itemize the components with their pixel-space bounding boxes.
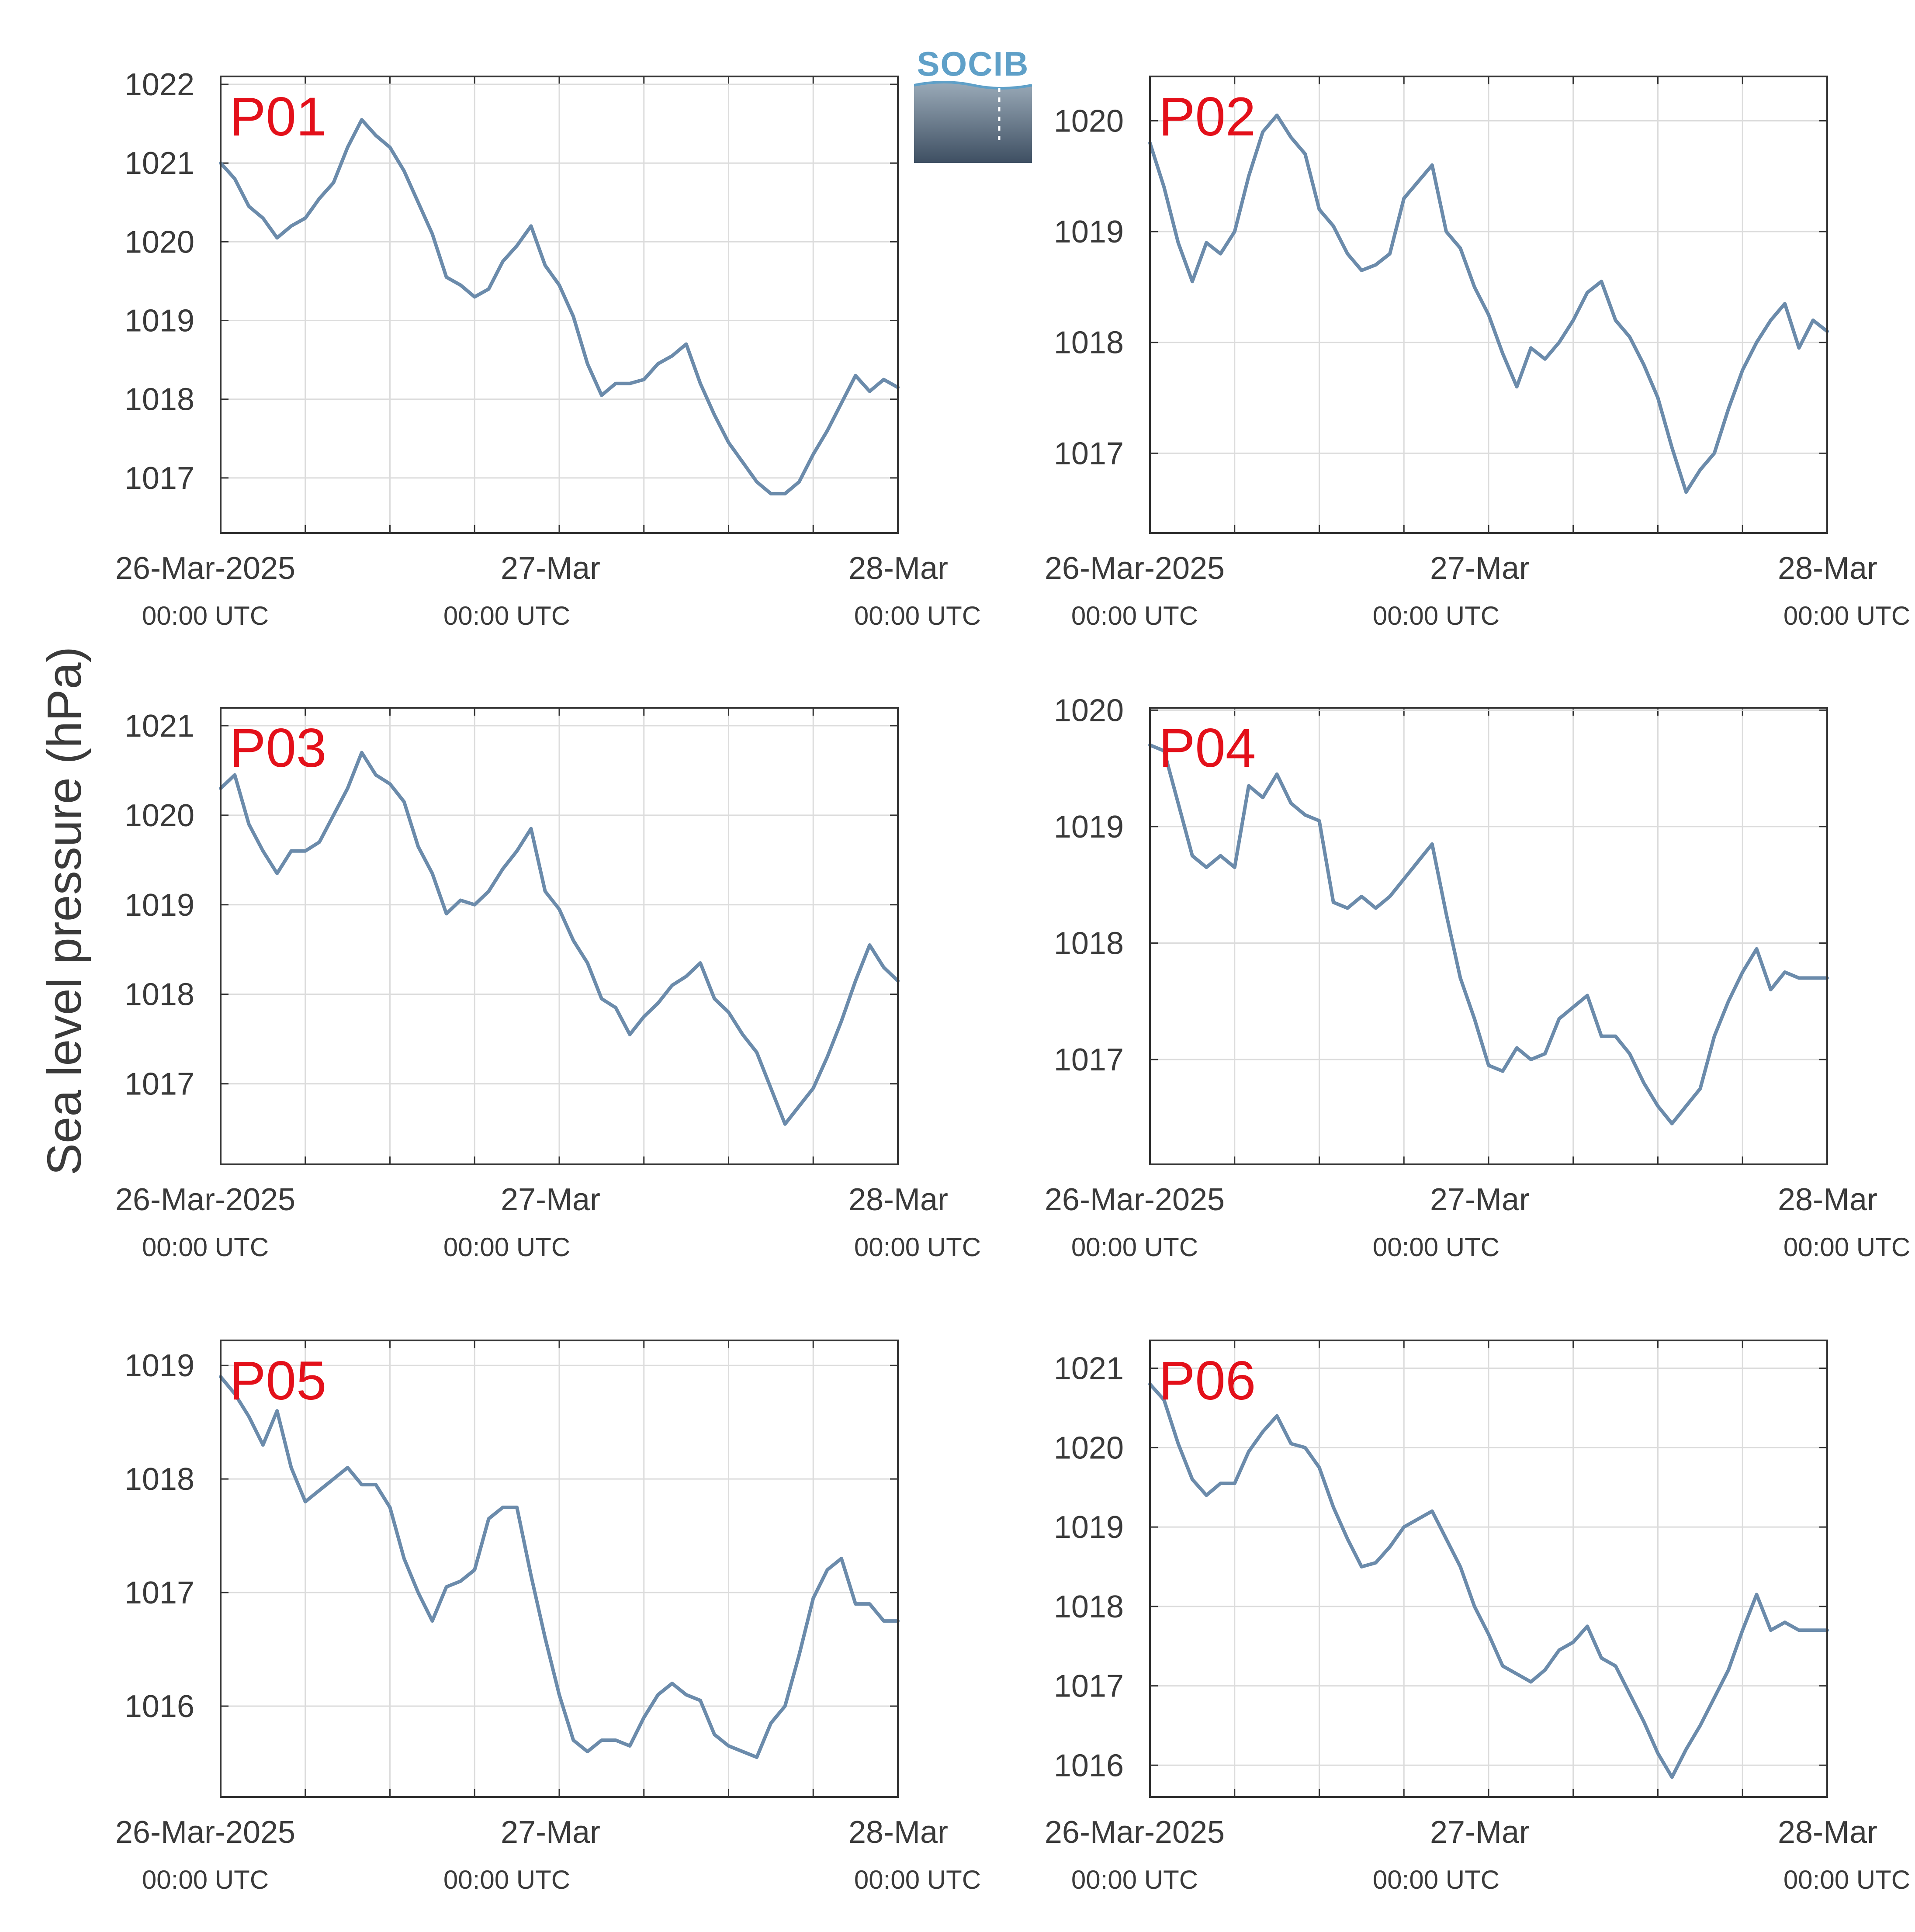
y-tick-label: 1018 [125,1462,194,1497]
y-tick-label: 1019 [1054,810,1124,845]
y-tick-label: 1019 [1054,1510,1124,1545]
x-tick-sublabel: 00:00 UTC [1373,1865,1499,1894]
pressure-series-line [1148,743,1829,1125]
chart-panel-p03: 1017 1018 1019 1020 1021 P03 26-Mar-2025 00:00 … [115,707,981,1262]
y-tick-label: 1018 [1054,926,1124,961]
axes-frame [1149,1340,1828,1798]
y-tick-label: 1017 [125,1575,194,1610]
x-tick-label: 27-Mar [501,551,600,586]
chart-panel-p06: 1016 1017 1018 1019 1020 1021 P06 26-Mar-2025 00… [1045,1340,1910,1894]
chart-panel-p02: 1017 1018 1019 1020 P02 26-Mar-2025 00:00 UTC 2… [1045,76,1910,630]
y-tick-label: 1017 [125,461,194,496]
x-tick-sublabel: 00:00 UTC [142,1865,269,1894]
y-tick-label: 1020 [1054,104,1124,138]
y-tick-label: 1019 [1054,215,1124,249]
axes-frame [220,1340,899,1798]
x-tick-sublabel: 00:00 UTC [443,601,570,630]
x-tick-label: 27-Mar [1430,1182,1530,1217]
y-axis-label: Sea level pressure (hPa) [38,647,91,1176]
x-tick-label: 26-Mar-2025 [1045,1815,1225,1850]
axes-frame [220,707,899,1165]
axes-frame [1149,76,1828,534]
panel-label: P06 [1159,1350,1256,1411]
y-tick-label: 1017 [1054,1669,1124,1704]
y-tick-label: 1017 [1054,1042,1124,1077]
x-tick-label: 28-Mar [848,1815,948,1850]
y-tick-label: 1021 [125,709,194,744]
x-tick-sublabel: 00:00 UTC [1373,601,1499,630]
chart-panel-p05: 1016 1017 1018 1019 P05 26-Mar-2025 00:00 UTC 2… [115,1340,981,1894]
y-tick-label: 1019 [125,304,194,339]
panel-label: P03 [229,718,326,779]
x-tick-sublabel: 00:00 UTC [1373,1233,1499,1262]
panel-label: P02 [1159,87,1256,147]
x-tick-sublabel: 00:00 UTC [854,1233,981,1262]
pressure-series-line [219,1375,900,1759]
x-tick-label: 26-Mar-2025 [1045,551,1225,586]
x-tick-sublabel: 00:00 UTC [854,1865,981,1894]
x-tick-label: 27-Mar [1430,551,1530,586]
x-tick-label: 26-Mar-2025 [1045,1182,1225,1217]
chart-panel-p04: 1017 1018 1019 1020 P04 26-Mar-2025 00:00 UTC 2… [1045,693,1910,1262]
x-tick-label: 28-Mar [1778,1182,1877,1217]
y-tick-label: 1017 [1054,436,1124,471]
y-tick-label: 1016 [125,1689,194,1724]
socib-logo: SOCIB [914,45,1032,163]
x-tick-sublabel: 00:00 UTC [443,1865,570,1894]
x-tick-label: 28-Mar [848,551,948,586]
x-tick-label: 28-Mar [1778,1815,1877,1850]
chart-panel-p01: 1017 1018 1019 1020 1021 1022 P01 26-Mar-2025 00… [115,67,981,630]
y-tick-label: 1018 [125,382,194,417]
y-tick-label: 1020 [1054,693,1124,728]
pressure-series-line [219,751,900,1126]
pressure-series-line [219,118,900,495]
y-tick-label: 1019 [125,888,194,923]
y-tick-label: 1018 [1054,325,1124,360]
x-tick-sublabel: 00:00 UTC [142,601,269,630]
y-tick-label: 1021 [125,146,194,181]
x-tick-sublabel: 00:00 UTC [1783,1233,1910,1262]
y-tick-label: 1019 [125,1348,194,1383]
x-tick-label: 28-Mar [1778,551,1877,586]
axes-frame [220,76,899,534]
x-tick-sublabel: 00:00 UTC [142,1233,269,1262]
x-tick-label: 26-Mar-2025 [115,1815,295,1850]
panel-label: P04 [1159,718,1256,779]
x-tick-sublabel: 00:00 UTC [1783,601,1910,630]
axes-frame [1149,707,1828,1165]
x-tick-label: 26-Mar-2025 [115,1182,295,1217]
y-tick-label: 1018 [125,977,194,1012]
y-tick-label: 1022 [125,67,194,102]
panel-label: P05 [229,1350,326,1411]
x-tick-sublabel: 00:00 UTC [1071,601,1198,630]
x-tick-sublabel: 00:00 UTC [854,601,981,630]
y-tick-label: 1016 [1054,1748,1124,1783]
x-tick-label: 28-Mar [848,1182,948,1217]
y-tick-label: 1021 [1054,1351,1124,1386]
panel-label: P01 [229,87,326,147]
x-tick-label: 27-Mar [1430,1815,1530,1850]
pressure-series-line [1148,1382,1829,1779]
y-tick-label: 1020 [125,225,194,260]
x-tick-sublabel: 00:00 UTC [1071,1233,1198,1262]
y-tick-label: 1020 [1054,1430,1124,1465]
x-tick-sublabel: 00:00 UTC [1783,1865,1910,1894]
y-tick-label: 1017 [125,1067,194,1102]
x-tick-sublabel: 00:00 UTC [1071,1865,1198,1894]
y-tick-label: 1020 [125,798,194,833]
y-tick-label: 1018 [1054,1589,1124,1624]
pressure-series-line [1148,113,1829,494]
x-tick-sublabel: 00:00 UTC [443,1233,570,1262]
x-tick-label: 27-Mar [501,1182,600,1217]
x-tick-label: 26-Mar-2025 [115,551,295,586]
socib-logo-text: SOCIB [917,45,1029,83]
x-tick-label: 27-Mar [501,1815,600,1850]
